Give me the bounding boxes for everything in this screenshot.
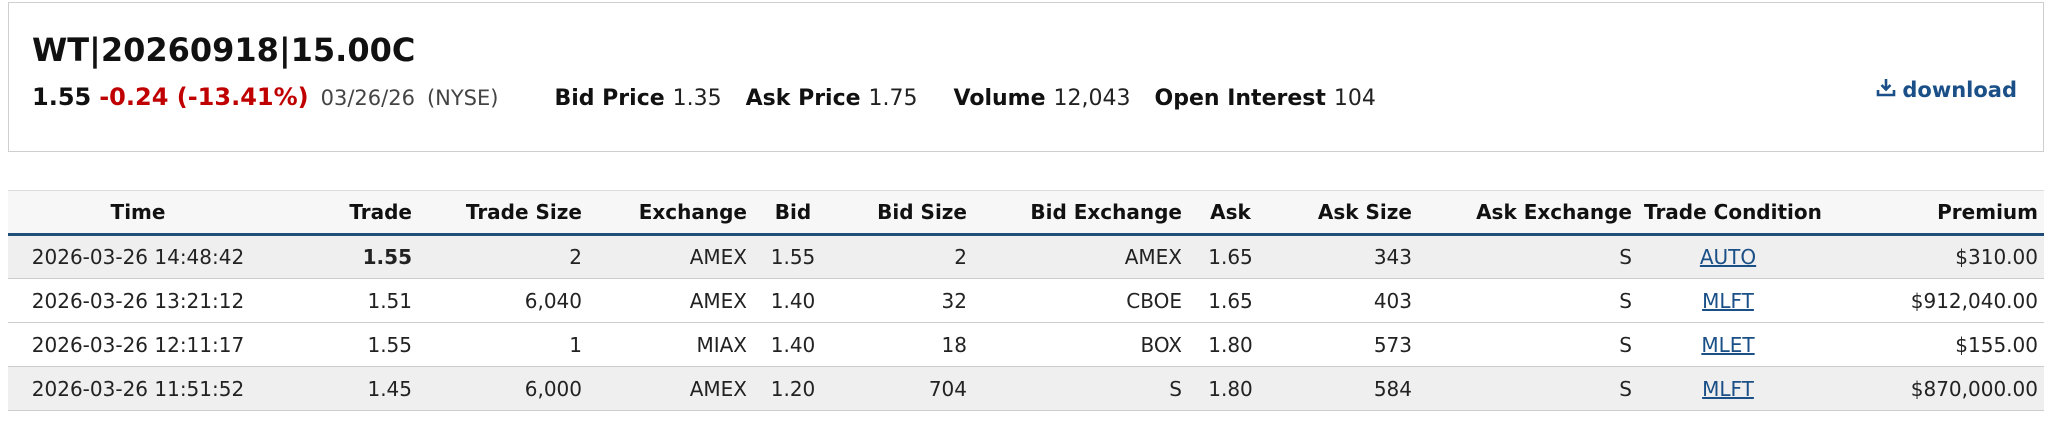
cell-ask: 1.80 [1188,322,1273,367]
cell-ask-exchange: S [1418,366,1638,411]
table-row: 2026-03-26 11:51:52 1.45 6,000 AMEX 1.20… [8,366,2044,411]
open-interest-label: Open Interest [1154,86,1326,111]
col-header-exchange[interactable]: Exchange [588,190,753,236]
volume-label: Volume [953,86,1046,111]
download-icon [1876,77,1902,102]
cell-ask: 1.65 [1188,234,1273,279]
cell-exchange: AMEX [588,278,753,323]
cell-trade-condition: MLET [1638,322,1818,367]
price-change: -0.24 (-13.41%) [99,83,309,111]
quote-summary: 1.55 -0.24 (-13.41%) 03/26/26 (NYSE) Bid… [32,83,1376,111]
trade-condition-link[interactable]: MLFT [1702,288,1754,313]
cell-time: 2026-03-26 12:11:17 [8,322,268,367]
cell-premium: $912,040.00 [1818,278,2044,323]
cell-exchange: AMEX [588,234,753,279]
trades-table: Time Trade Trade Size Exchange Bid Bid S… [8,190,2044,411]
cell-trade-size: 2 [418,234,588,279]
bid-price-value: 1.35 [672,86,722,111]
col-header-ask[interactable]: Ask [1188,190,1273,236]
col-header-trade-size[interactable]: Trade Size [418,190,588,236]
cell-exchange: MIAX [588,322,753,367]
cell-trade-condition: AUTO [1638,234,1818,279]
cell-trade: 1.45 [268,366,418,411]
col-header-trade-condition[interactable]: Trade Condition [1638,190,1822,236]
cell-trade: 1.55 [268,234,418,279]
cell-bid: 1.40 [753,322,833,367]
cell-bid-exchange: S [973,366,1188,411]
download-label: download [1902,77,2017,102]
table-header-row: Time Trade Trade Size Exchange Bid Bid S… [8,190,2044,236]
cell-time: 2026-03-26 11:51:52 [8,366,268,411]
cell-ask-exchange: S [1418,278,1638,323]
cell-ask-size: 403 [1273,278,1418,323]
trade-condition-link[interactable]: MLFT [1702,376,1754,401]
col-header-bid-size[interactable]: Bid Size [833,190,973,236]
cell-premium: $870,000.00 [1818,366,2044,411]
col-header-ask-size[interactable]: Ask Size [1273,190,1418,236]
cell-premium: $310.00 [1818,234,2044,279]
cell-ask-exchange: S [1418,322,1638,367]
cell-bid-exchange: AMEX [973,234,1188,279]
cell-bid-size: 18 [833,322,973,367]
col-header-trade[interactable]: Trade [268,190,418,236]
col-header-premium[interactable]: Premium [1818,190,2044,236]
col-header-bid-exchange[interactable]: Bid Exchange [973,190,1188,236]
cell-bid: 1.55 [753,234,833,279]
last-price: 1.55 [32,83,92,111]
cell-bid-size: 704 [833,366,973,411]
cell-ask: 1.65 [1188,278,1273,323]
col-header-time[interactable]: Time [8,190,268,236]
cell-ask-size: 584 [1273,366,1418,411]
cell-trade-condition: MLFT [1638,366,1818,411]
cell-time: 2026-03-26 13:21:12 [8,278,268,323]
volume-value: 12,043 [1053,86,1131,111]
option-symbol-title: WT|20260918|15.00C [32,31,416,69]
cell-ask-exchange: S [1418,234,1638,279]
quote-panel: WT|20260918|15.00C 1.55 -0.24 (-13.41%) … [8,2,2044,152]
cell-bid-exchange: CBOE [973,278,1188,323]
trade-condition-link[interactable]: AUTO [1699,245,1757,269]
quote-exchange: (NYSE) [426,86,499,110]
trade-condition-link[interactable]: MLET [1701,332,1755,357]
download-button[interactable]: download [1876,77,2017,102]
cell-bid-size: 32 [833,278,973,323]
cell-trade: 1.51 [268,278,418,323]
cell-time: 2026-03-26 14:48:42 [8,234,268,279]
cell-trade-condition: MLFT [1638,278,1818,323]
quote-date: 03/26/26 [320,86,415,110]
ask-price-label: Ask Price [745,86,861,111]
bid-price-label: Bid Price [554,86,665,111]
open-interest-value: 104 [1333,86,1376,111]
cell-bid-exchange: BOX [973,322,1188,367]
cell-premium: $155.00 [1818,322,2044,367]
cell-ask: 1.80 [1188,366,1273,411]
cell-bid-size: 2 [833,234,973,279]
cell-bid: 1.20 [753,366,833,411]
cell-trade-size: 6,000 [418,366,588,411]
ask-price-value: 1.75 [868,86,918,111]
col-header-ask-exchange[interactable]: Ask Exchange [1418,190,1638,236]
cell-bid: 1.40 [753,278,833,323]
table-row: 2026-03-26 14:48:42 1.55 2 AMEX 1.55 2 A… [8,234,2044,279]
table-row: 2026-03-26 12:11:17 1.55 1 MIAX 1.40 18 … [8,322,2044,367]
cell-exchange: AMEX [588,366,753,411]
col-header-bid[interactable]: Bid [753,190,833,236]
table-row: 2026-03-26 13:21:12 1.51 6,040 AMEX 1.40… [8,278,2044,323]
cell-ask-size: 343 [1273,234,1418,279]
cell-ask-size: 573 [1273,322,1418,367]
cell-trade-size: 6,040 [418,278,588,323]
cell-trade: 1.55 [268,322,418,367]
cell-trade-size: 1 [418,322,588,367]
